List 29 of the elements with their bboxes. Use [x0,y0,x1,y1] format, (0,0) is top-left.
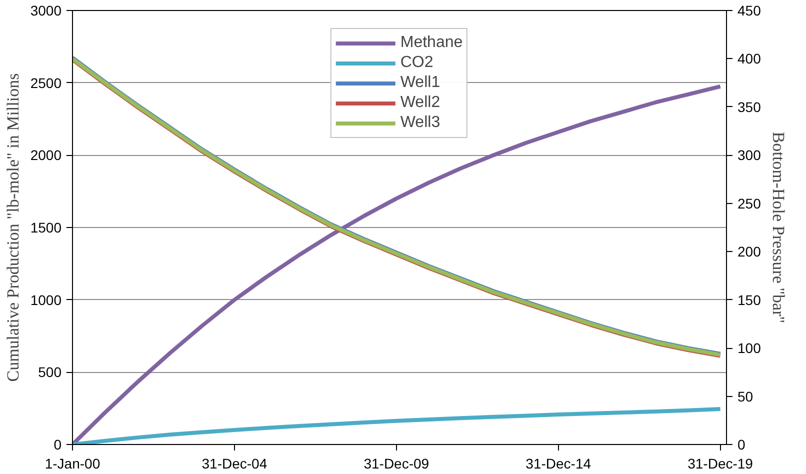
y-tick-label: 2000 [30,147,62,164]
y-axis-title: Cumulative Production "lb-mole" in Millions [3,73,22,382]
y2-tick-label: 200 [738,244,762,260]
legend-label: Well2 [400,94,440,112]
y-tick-label: 3000 [30,2,62,18]
legend-label: Well3 [400,114,440,132]
y2-tick-label: 50 [738,388,754,404]
y2-tick-label: 100 [738,340,762,356]
x-tick-label: 31-Dec-04 [202,456,268,472]
x-tick-label: 31-Dec-09 [364,456,430,472]
y2-tick-label: 400 [738,50,762,67]
y-tick-label: 1500 [30,220,62,236]
x-tick-label: 1-Jan-00 [44,456,100,472]
legend-label: Well1 [400,74,440,92]
y2-tick-label: 450 [738,2,762,18]
x-tick-label: 31-Dec-19 [688,456,754,472]
x-tick-label: 31-Dec-14 [526,456,592,472]
y-tick-label: 1000 [30,292,62,308]
y2-tick-label: 300 [738,147,762,164]
y-tick-label: 500 [38,364,62,380]
y2-axis-title: Bottom-Hole Pressure "bar" [768,132,788,324]
legend-label: Methane [400,34,463,52]
y-tick-label: 2500 [30,74,62,91]
y2-tick-label: 350 [738,98,762,115]
y-tick-label: 0 [54,436,62,452]
legend-label: CO2 [400,54,434,72]
y2-tick-label: 0 [738,436,746,452]
y2-tick-label: 250 [738,195,762,212]
y2-tick-label: 150 [738,292,762,308]
